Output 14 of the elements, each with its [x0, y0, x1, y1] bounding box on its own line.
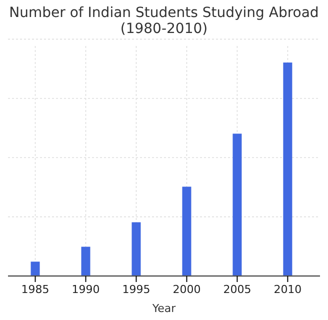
bar	[182, 186, 192, 276]
bar	[232, 134, 242, 276]
x-tick-label: 1990	[72, 282, 100, 296]
x-tick-label: 1995	[122, 282, 150, 296]
bar	[132, 222, 141, 276]
x-tick-label: 1985	[21, 282, 50, 296]
x-axis-title: Year	[151, 302, 176, 315]
bar	[81, 246, 90, 276]
x-tick-label: 2000	[172, 282, 201, 296]
bar	[283, 62, 292, 276]
x-tick-label: 2005	[223, 282, 252, 296]
bar	[30, 262, 40, 276]
chart-title: Number of Indian Students Studying Abroad (1980-2010)	[9, 5, 319, 37]
x-tick-label: 2010	[274, 282, 302, 296]
